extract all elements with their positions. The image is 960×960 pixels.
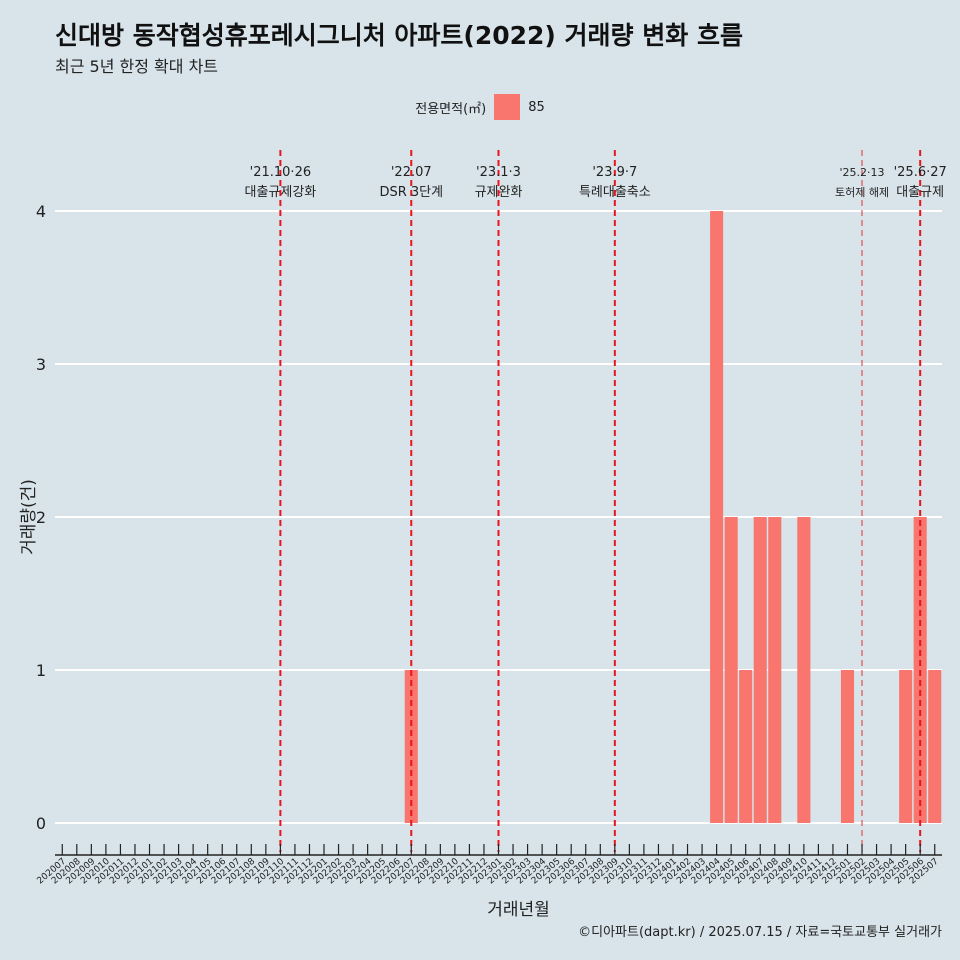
event-label: 토허제 해제 (835, 185, 889, 199)
y-axis-title: 거래량(건) (19, 479, 39, 555)
legend: 전용면적(㎡) 85 (0, 94, 960, 120)
bar (739, 670, 753, 823)
event-date-label: '23.1·3 (476, 165, 521, 180)
y-tick-label: 4 (36, 202, 46, 221)
bar (724, 517, 738, 823)
bar (768, 517, 782, 823)
legend-item-label: 85 (528, 99, 545, 115)
chart-title: 신대방 동작협성휴포레시그니처 아파트(2022) 거래량 변화 흐름 (55, 21, 743, 50)
event-date-label: '22.07 (391, 165, 432, 180)
legend-swatch (494, 94, 521, 120)
y-tick-label: 3 (36, 355, 46, 374)
y-tick-label: 0 (36, 814, 46, 833)
event-label: 대출규제 (896, 185, 944, 200)
y-tick-label: 2 (36, 508, 46, 527)
source-caption: ©디아파트(dapt.kr) / 2025.07.15 / 자료=국토교통부 실… (578, 925, 942, 940)
event-date-label: '25.6·27 (894, 165, 947, 180)
bar (710, 211, 724, 823)
chart-subtitle: 최근 5년 한정 확대 차트 (55, 57, 219, 76)
event-label: 대출규제강화 (245, 185, 317, 200)
bar (899, 670, 913, 823)
event-label: DSR 3단계 (379, 185, 443, 200)
bar (928, 670, 942, 823)
bar (797, 517, 811, 823)
bar (404, 670, 418, 823)
event-label: 특례대출축소 (579, 185, 651, 200)
bar (753, 517, 767, 823)
event-label: 규제완화 (475, 185, 523, 200)
event-date-label: '25.2·13 (840, 166, 885, 179)
event-date-label: '23.9·7 (592, 165, 637, 180)
legend-title: 전용면적(㎡) (415, 101, 487, 117)
event-date-label: '21.10·26 (250, 165, 311, 180)
x-axis-title: 거래년월 (487, 900, 550, 920)
bar (840, 670, 855, 823)
y-tick-label: 1 (36, 661, 46, 680)
